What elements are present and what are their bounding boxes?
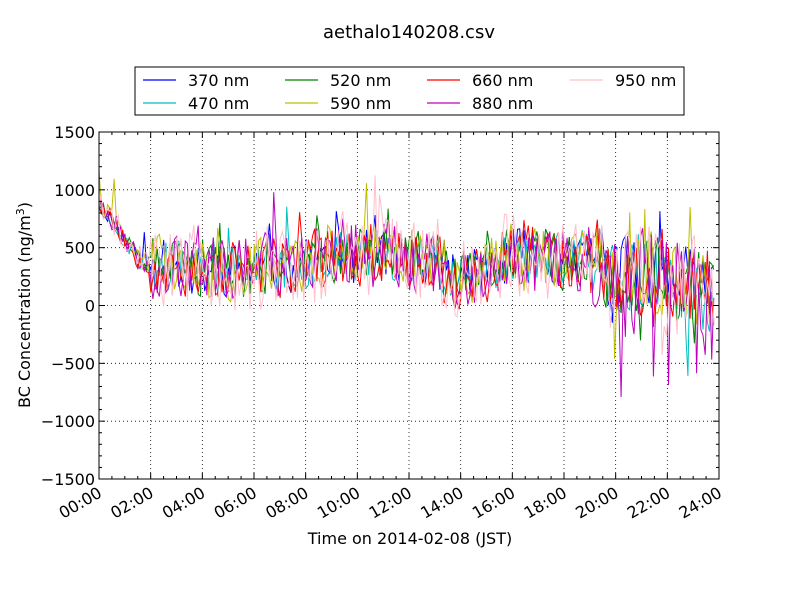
y-tick-label: 1500: [54, 123, 95, 142]
x-tick-label: 24:00: [676, 483, 725, 523]
y-tick-label: −1500: [41, 470, 95, 489]
y-axis-label-sup: 3: [14, 208, 27, 215]
y-tick-label: −1000: [41, 412, 95, 431]
x-tick-label: 18:00: [521, 483, 570, 523]
legend-label: 950 nm: [615, 71, 676, 90]
series-line: [99, 203, 715, 328]
legend-label: 470 nm: [188, 94, 249, 113]
y-tick-label: 0: [85, 297, 95, 316]
series-line: [99, 192, 715, 398]
legend-label: 370 nm: [188, 71, 249, 90]
y-tick-label: 500: [64, 239, 95, 258]
x-tick-label: 02:00: [107, 483, 156, 523]
axis-ticks: [98, 131, 720, 480]
legend: 370 nm 470 nm 520 nm 590 nm 660 nm 880 nm 950 …: [134, 66, 685, 116]
series-line: [99, 175, 715, 356]
y-tick-labels: 1500 1000 500 0 −500 −1000 −1500: [41, 123, 95, 489]
x-tick-label: 16:00: [469, 483, 518, 523]
x-tick-label: 22:00: [624, 483, 673, 523]
x-tick-label: 12:00: [366, 483, 415, 523]
x-tick-label: 06:00: [211, 483, 260, 523]
legend-label: 660 nm: [472, 71, 533, 90]
chart-title: aethalo140208.csv: [323, 22, 495, 43]
y-tick-label: 1000: [54, 181, 95, 200]
y-axis-label-main: BC Concentration (ng/m: [15, 215, 34, 408]
legend-label: 880 nm: [472, 94, 533, 113]
series-lines: [99, 168, 715, 398]
y-tick-label: −500: [51, 354, 95, 373]
legend-label: 520 nm: [330, 71, 391, 90]
legend-label: 590 nm: [330, 94, 391, 113]
x-tick-label: 04:00: [159, 483, 208, 523]
y-axis-label: BC Concentration (ng/m3): [14, 202, 34, 408]
legend-box: [134, 66, 685, 116]
y-axis-label-tail: ): [15, 202, 34, 208]
x-tick-label: 10:00: [314, 483, 363, 523]
x-tick-label: 14:00: [417, 483, 466, 523]
x-tick-label: 20:00: [572, 483, 621, 523]
x-tick-label: 08:00: [262, 483, 311, 523]
x-axis-label: Time on 2014-02-08 (JST): [307, 529, 512, 548]
x-tick-labels: 00:00 02:00 04:00 06:00 08:00 10:00 12:00 14:00…: [56, 483, 725, 523]
